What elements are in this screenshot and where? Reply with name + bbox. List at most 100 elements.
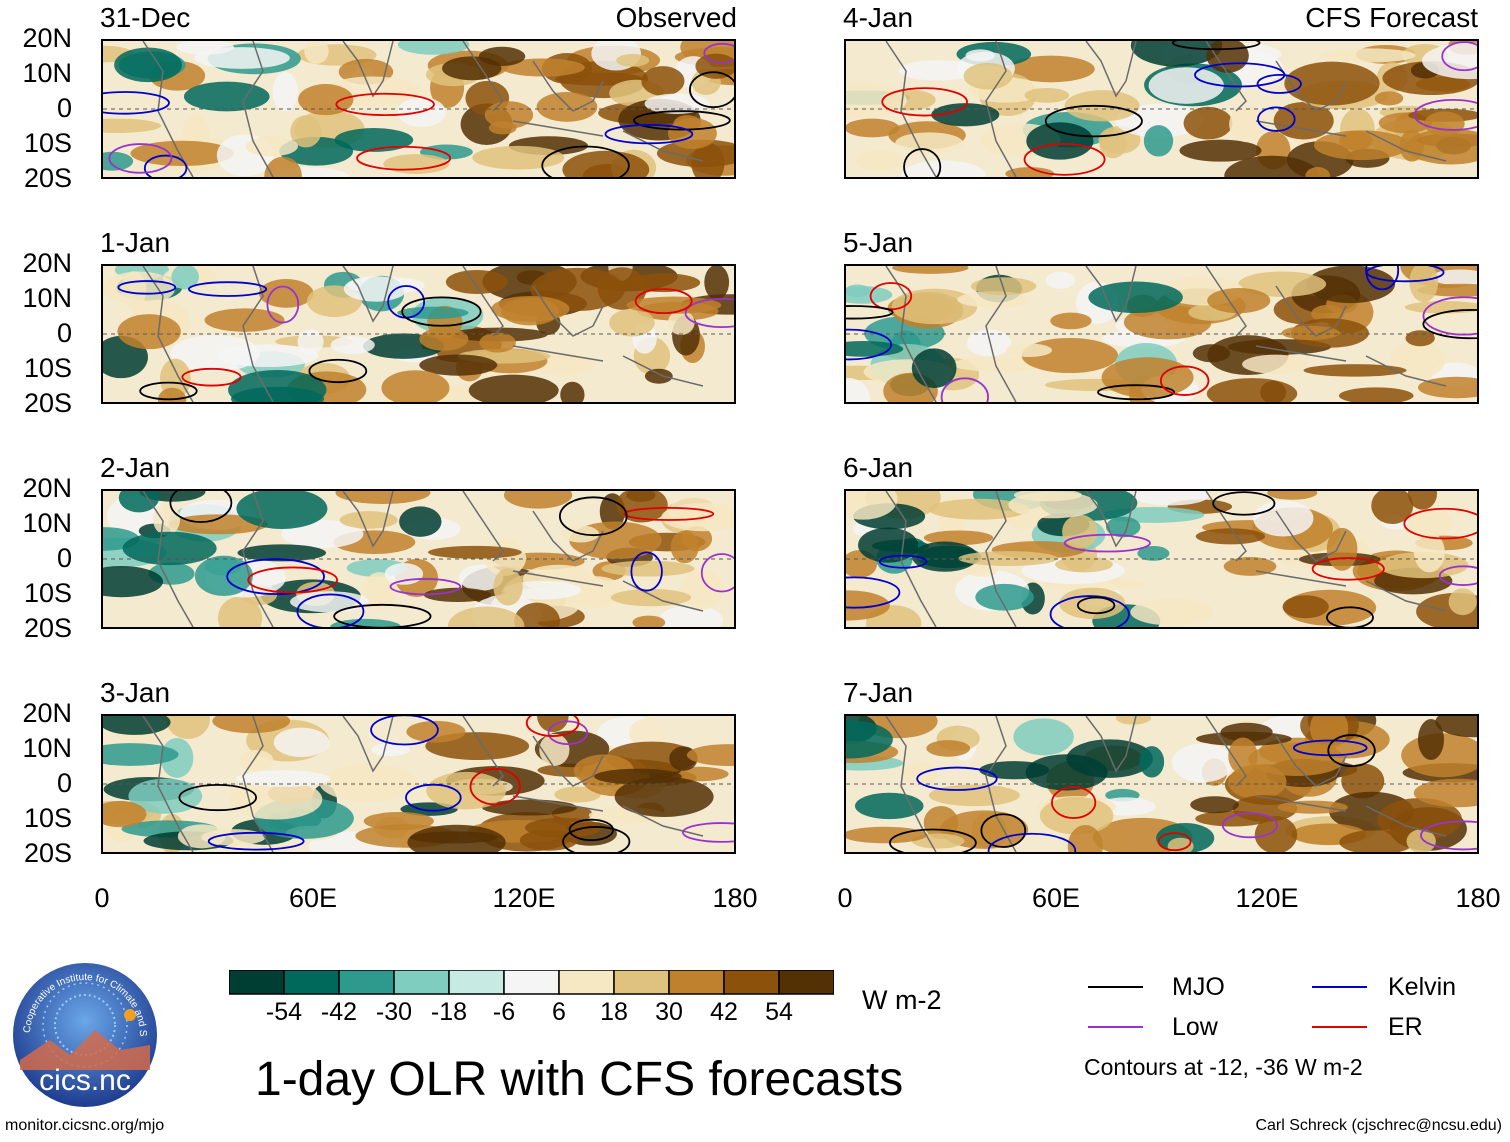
legend-label-mjo: MJO (1172, 973, 1225, 1001)
legend-line-kelvin (1312, 986, 1367, 988)
olr-anomaly-blob (554, 786, 601, 803)
olr-anomaly-blob (846, 286, 893, 304)
coastline (885, 266, 937, 402)
lon-label-obs-60e: 60E (288, 883, 338, 913)
olr-anomaly-blob (1062, 514, 1098, 549)
panel-date-fc-1: 4-Jan (843, 2, 914, 33)
lon-label-fc-0: 0 (837, 883, 853, 913)
olr-anomaly-blob (1013, 718, 1074, 756)
legend-line-mjo (1088, 986, 1143, 988)
olr-anomaly-blob (1413, 531, 1445, 573)
lat-label-row1-10s: 10S (23, 128, 72, 158)
olr-anomaly-blob (610, 588, 692, 607)
coastline (1255, 570, 1347, 587)
olr-anomaly-blob (258, 279, 314, 308)
olr-anomaly-blob (895, 132, 964, 154)
olr-anomaly-blob (501, 58, 585, 77)
wave-contour (169, 491, 233, 523)
olr-anomaly-blob (245, 136, 298, 157)
olr-anomaly-blob (442, 56, 502, 81)
colorbar-swatch-2 (338, 970, 395, 995)
olr-anomaly-blob (1409, 266, 1439, 303)
olr-anomaly-blob (970, 277, 1037, 296)
colorbar-swatch-6 (558, 970, 615, 995)
olr-anomaly-blob (659, 605, 723, 627)
olr-anomaly-blob (117, 314, 181, 350)
wave-contour (558, 496, 628, 537)
olr-anomaly-blob (854, 792, 924, 820)
olr-anomaly-blob (468, 374, 559, 402)
coastline (1255, 345, 1347, 362)
coastline (885, 491, 937, 627)
wave-contour (568, 818, 615, 842)
lat-label-row4-20s: 20S (23, 838, 72, 868)
wave-contour (389, 578, 462, 596)
coastline (1275, 60, 1347, 112)
colorbar-label-8: 42 (710, 998, 738, 1026)
map-panel-fc-1 (844, 39, 1479, 179)
wave-contour (1212, 491, 1276, 516)
wave-contour (916, 766, 998, 791)
wave-contour (1441, 41, 1477, 72)
olr-anomaly-blob (103, 565, 164, 598)
olr-anomaly-blob (629, 718, 666, 749)
olr-anomaly-blob (410, 831, 498, 844)
wave-contour (370, 716, 439, 746)
wave-contour (980, 813, 1027, 848)
coastline (532, 735, 604, 787)
olr-anomaly-blob (212, 716, 291, 734)
olr-anomaly-blob (615, 491, 668, 523)
wave-contour (623, 506, 715, 521)
olr-anomaly-blob (447, 606, 525, 627)
olr-anomaly-blob (231, 386, 325, 402)
footer-left-url[interactable]: monitor.cicsnc.org/mjo (5, 1117, 165, 1134)
lat-label-row2-0: 0 (56, 318, 72, 348)
map-panel-obs-2 (101, 264, 736, 404)
lat-label-row4-20n: 20N (22, 698, 72, 728)
wave-contour (139, 381, 198, 401)
wave-contour (401, 296, 482, 327)
olr-anomaly-blob (484, 101, 534, 129)
wave-contour (633, 110, 731, 131)
olr-anomaly-blob (330, 336, 375, 355)
wave-contour (846, 305, 894, 320)
olr-anomaly-blob (1143, 125, 1174, 157)
olr-anomaly-blob (204, 308, 285, 332)
olr-anomaly-blob (681, 526, 713, 552)
coastline (1085, 716, 1137, 773)
wave-contour (266, 285, 300, 324)
coastline (622, 130, 704, 162)
olr-anomaly-blob (1341, 763, 1385, 799)
olr-anomaly-blob (616, 53, 650, 67)
colorbar-label-3: -18 (430, 998, 468, 1026)
coastline (532, 60, 604, 112)
olr-anomaly-blob (1067, 825, 1103, 852)
coastline (622, 580, 704, 612)
olr-anomaly-blob (1413, 778, 1477, 808)
olr-anomaly-blob (1242, 354, 1308, 374)
coastline (985, 491, 1017, 627)
wave-contour (604, 124, 694, 145)
olr-anomaly-blob (626, 296, 722, 314)
olr-anomaly-blob (1228, 737, 1258, 775)
olr-anomaly-blob (641, 66, 685, 96)
olr-anomaly-blob (236, 491, 328, 529)
olr-anomaly-blob (381, 370, 450, 402)
lon-label-fc-180: 180 (1455, 883, 1501, 913)
olr-anomaly-blob (1206, 378, 1298, 402)
colorbar-swatch-9 (723, 970, 780, 995)
olr-anomaly-blob (965, 49, 995, 62)
olr-anomaly-blob (503, 491, 573, 509)
olr-anomaly-blob (171, 266, 199, 290)
olr-anomaly-blob (165, 716, 210, 739)
lat-label-row4-10n: 10N (22, 733, 72, 763)
coastline (1365, 130, 1447, 162)
olr-anomaly-blob (1192, 344, 1231, 363)
wave-contour (178, 783, 258, 812)
colorbar-swatch-0 (229, 970, 285, 995)
olr-anomaly-blob (1371, 491, 1414, 525)
olr-anomaly-blob (103, 800, 147, 828)
colorbar-units: W m-2 (862, 985, 942, 1015)
coastline (462, 41, 504, 112)
olr-anomaly-blob (846, 340, 904, 357)
